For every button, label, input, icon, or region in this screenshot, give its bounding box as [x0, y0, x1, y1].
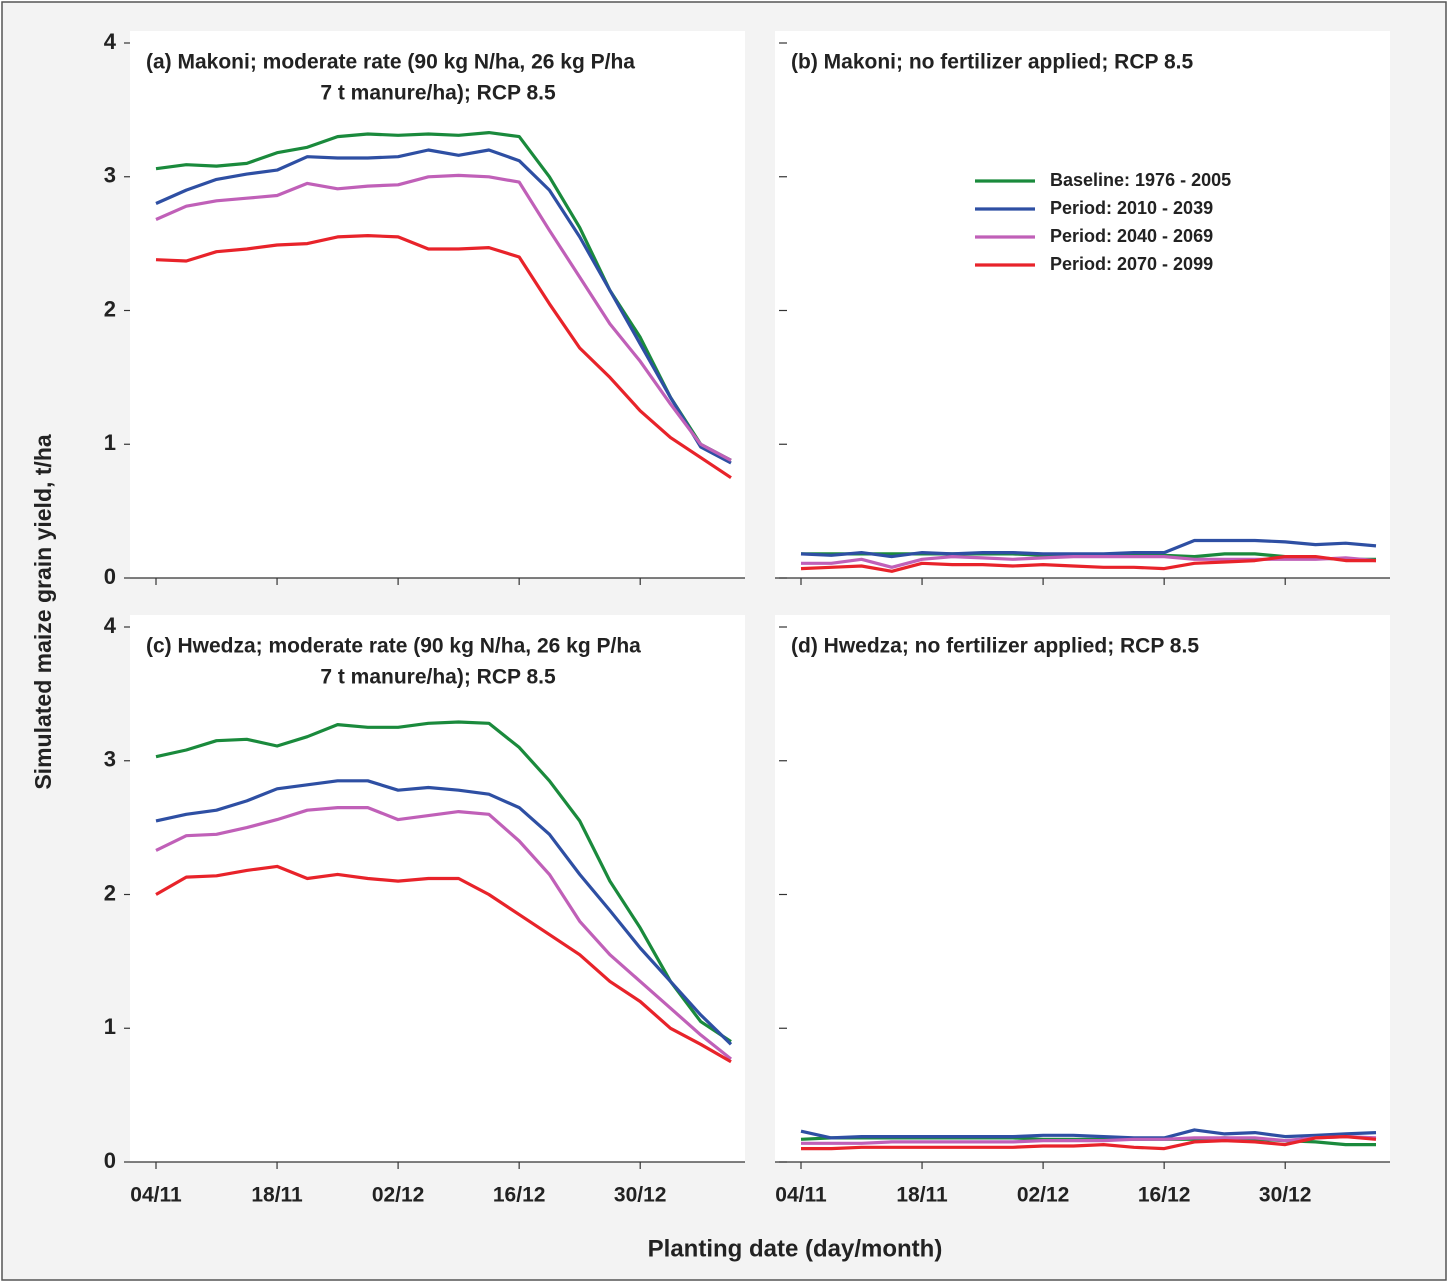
legend-label: Period: 2040 - 2069	[1050, 226, 1213, 246]
x-tick-label: 04/11	[775, 1184, 827, 1207]
y-tick-label: 3	[104, 747, 116, 772]
y-tick-label: 4	[104, 29, 117, 54]
plot-area	[775, 615, 1390, 1162]
series-line	[155, 131, 732, 462]
plot-area	[775, 31, 1390, 578]
y-tick-label: 1	[104, 430, 116, 455]
panel-title: 7 t manure/ha); RCP 8.5	[320, 82, 556, 105]
plot-area	[130, 615, 745, 1162]
y-tick-label: 1	[104, 1014, 116, 1039]
panel-title: (d) Hwedza; no fertilizer applied; RCP 8…	[791, 635, 1199, 658]
y-tick-label: 0	[104, 1148, 116, 1173]
x-tick-label: 02/12	[372, 1184, 425, 1207]
series-line	[155, 779, 733, 1046]
x-tick-label: 16/12	[493, 1184, 546, 1207]
x-tick-label: 30/12	[1259, 1184, 1312, 1207]
series-line	[800, 538, 1377, 559]
x-tick-label: 02/12	[1017, 1184, 1070, 1207]
series-line	[155, 864, 732, 1064]
legend-label: Period: 2070 - 2099	[1050, 254, 1213, 274]
y-tick-label: 4	[104, 613, 117, 638]
y-tick-label: 2	[104, 296, 116, 321]
panel-title: (a) Makoni; moderate rate (90 kg N/ha, 2…	[146, 51, 635, 74]
y-tick-label: 2	[104, 880, 116, 905]
panel-title: (b) Makoni; no fertilizer applied; RCP 8…	[791, 51, 1193, 74]
x-tick-label: 16/12	[1138, 1184, 1191, 1207]
series-line	[155, 173, 732, 462]
series-line	[155, 148, 732, 465]
series-line	[801, 1135, 1377, 1145]
x-tick-label: 18/11	[251, 1184, 303, 1207]
x-tick-label: 18/11	[896, 1184, 948, 1207]
series-line	[801, 1135, 1377, 1151]
series-line	[800, 555, 1376, 573]
legend-label: Period: 2010 - 2039	[1050, 198, 1213, 218]
plot-area	[130, 31, 745, 578]
series-line	[155, 806, 732, 1061]
x-axis-label: Planting date (day/month)	[648, 1235, 943, 1262]
series-line	[155, 720, 732, 1043]
legend-label: Baseline: 1976 - 2005	[1050, 170, 1231, 190]
y-axis-label: Simulated maize grain yield, t/ha	[30, 434, 56, 790]
panel-title: (c) Hwedza; moderate rate (90 kg N/ha, 2…	[146, 635, 641, 658]
x-tick-label: 30/12	[614, 1184, 667, 1207]
series-line	[801, 555, 1377, 569]
x-tick-label: 04/11	[130, 1184, 182, 1207]
y-tick-label: 0	[104, 564, 116, 589]
y-tick-label: 3	[104, 163, 116, 188]
panel-title: 7 t manure/ha); RCP 8.5	[320, 666, 556, 689]
series-line	[155, 234, 732, 480]
series-line	[800, 1128, 1377, 1140]
